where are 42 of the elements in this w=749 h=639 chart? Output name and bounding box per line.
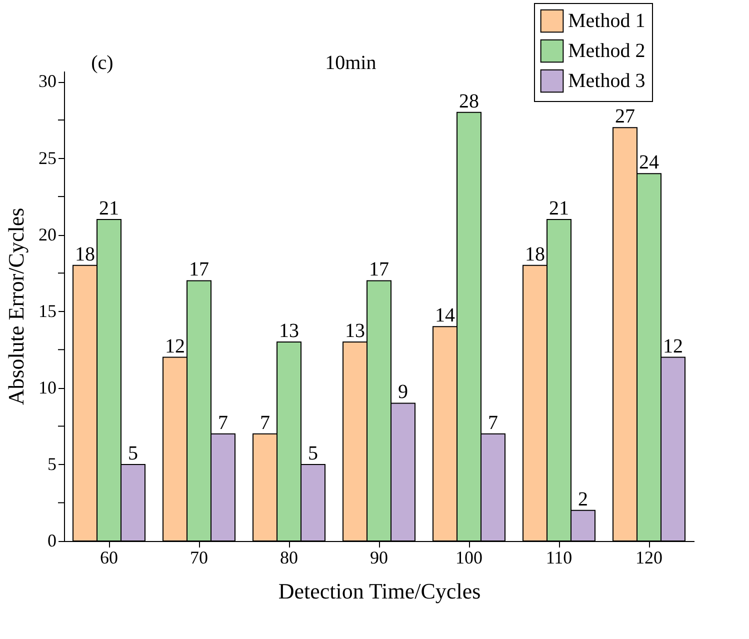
data-label: 12 (663, 335, 683, 358)
x-tick-label: 90 (370, 548, 388, 568)
data-label: 17 (189, 258, 209, 281)
x-tick-label: 70 (190, 548, 208, 568)
x-axis-title: Detection Time/Cycles (278, 578, 481, 604)
data-label: 7 (218, 412, 228, 434)
legend-label: Method 3 (568, 70, 646, 92)
x-tick-label: 100 (456, 548, 482, 568)
data-label: 5 (308, 442, 318, 464)
y-tick-label: 30 (38, 71, 56, 92)
data-label: 7 (488, 412, 498, 434)
data-label: 5 (128, 442, 138, 464)
legend-label: Method 1 (568, 10, 646, 32)
y-tick-label: 20 (38, 224, 56, 244)
legend-label: Method 2 (568, 40, 646, 62)
data-label: 18 (75, 243, 95, 266)
data-label: 12 (165, 335, 185, 358)
annotation: (c) (91, 52, 114, 74)
data-label: 27 (615, 106, 635, 128)
data-label: 24 (639, 152, 659, 174)
data-label: 13 (279, 320, 299, 342)
y-tick-label: 5 (48, 454, 56, 474)
data-label: 13 (345, 320, 365, 342)
data-label: 28 (459, 90, 479, 112)
data-label: 7 (260, 412, 270, 434)
y-tick-label: 0 (48, 530, 56, 550)
data-label: 2 (578, 488, 588, 510)
y-tick-label: 10 (38, 377, 56, 398)
x-tick-label: 110 (546, 548, 572, 568)
annotation: 10min (325, 52, 376, 74)
y-tick-label: 25 (38, 148, 56, 168)
x-tick-label: 60 (100, 548, 118, 568)
data-label: 18 (525, 243, 545, 266)
data-label: 21 (99, 198, 119, 220)
data-label: 17 (369, 258, 389, 281)
y-axis-title: Absolute Error/Cycles (4, 208, 28, 406)
y-tick-label: 15 (38, 300, 56, 321)
x-tick-label: 120 (636, 548, 662, 568)
data-label: 14 (435, 304, 455, 327)
data-label: 21 (549, 198, 569, 220)
x-tick-label: 80 (280, 548, 298, 568)
data-label: 9 (398, 381, 408, 404)
